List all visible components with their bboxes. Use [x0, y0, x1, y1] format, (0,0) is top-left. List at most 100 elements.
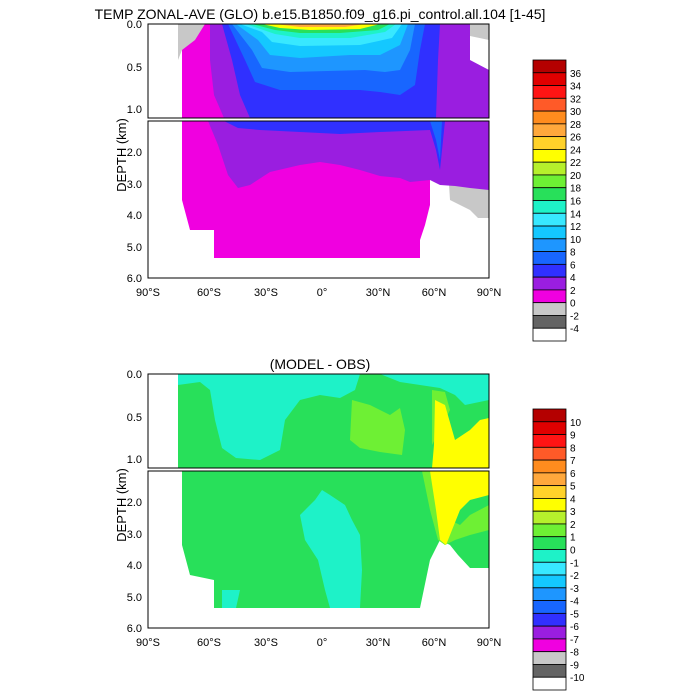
top-y-axis-label: DEPTH (km) [114, 118, 129, 192]
colorbar-tick-label: 0 [570, 299, 576, 310]
bottom-lower-fill-yellow [430, 471, 489, 545]
colorbar-swatch [532, 600, 567, 614]
colorbar-swatch [532, 200, 567, 214]
colorbar-tick-label: -10 [570, 673, 585, 684]
top-lower-fill-blue2 [430, 121, 442, 160]
top-x-tick-label: 30°N [366, 287, 391, 299]
colorbar-swatch [532, 263, 567, 278]
bottom-chart-title: (MODEL - OBS) [270, 356, 371, 372]
bottom-y-tick-label: 1.0 [127, 454, 142, 466]
colorbar-tick-label: 1 [570, 533, 576, 544]
top-lower-fill-blue [224, 121, 445, 170]
bottom-lower-section [148, 471, 489, 628]
top-upper-section [148, 24, 489, 118]
colorbar-swatch [532, 523, 567, 538]
bottom-upper-fill-teal-n [380, 374, 489, 405]
bottom-upper-fill-lime [350, 400, 405, 455]
bottom-y-tick-label: 3.0 [127, 529, 142, 541]
colorbar-swatch [532, 421, 567, 435]
colorbar-tick-label: 12 [570, 222, 582, 233]
bottom-x-tick-label: 90°S [136, 637, 160, 649]
top-x-tick-label: 90°N [477, 287, 502, 299]
colorbar-swatch [532, 574, 567, 589]
colorbar-swatch [532, 238, 567, 252]
bottom-lower-fill-teal-center [300, 490, 362, 608]
colorbar-swatch [532, 664, 567, 678]
colorbar-tick-label: -9 [570, 660, 579, 671]
colorbar-tick-label: -4 [570, 597, 579, 608]
top-x-tick-label: 0° [317, 287, 328, 299]
colorbar-swatch [532, 485, 567, 499]
bottom-x-tick-label: 60°S [197, 637, 221, 649]
colorbar-swatch [532, 472, 567, 487]
colorbar-swatch [532, 676, 567, 691]
colorbar-swatch [532, 136, 567, 150]
colorbar-tick-label: 20 [570, 171, 582, 182]
colorbar-tick-label: 14 [570, 209, 582, 220]
colorbar-tick-label: 30 [570, 107, 582, 118]
top-x-tick-label: 60°S [197, 287, 221, 299]
top-y-tick-label: 2.0 [127, 147, 142, 159]
top-y-tick-label: 0.5 [127, 62, 142, 74]
top-y-tick-label: 6.0 [127, 273, 142, 285]
bottom-y-tick-label: 0.5 [127, 412, 142, 424]
bottom-x-tick-label: 90°N [477, 637, 502, 649]
colorbar-tick-label: 5 [570, 482, 576, 493]
colorbar-tick-label: 4 [570, 494, 576, 505]
colorbar-swatch [532, 110, 567, 125]
top-x-tick-label: 30°S [254, 287, 278, 299]
colorbar-swatch [532, 459, 567, 474]
colorbar-swatch [532, 212, 567, 227]
top-chart: TEMP ZONAL-AVE (GLO) b.e15.B1850.f09_g16… [95, 6, 582, 342]
colorbar-swatch [532, 161, 567, 176]
colorbar-swatch [532, 446, 567, 461]
top-x-ticks: 90°S 60°S 30°S 0° 30°N 60°N 90°N [136, 287, 501, 299]
bottom-lower-frame [147, 470, 490, 629]
colorbar-tick-label: 28 [570, 120, 582, 131]
colorbar-tick-label: 10 [570, 235, 582, 246]
colorbar-tick-label: 0 [570, 546, 576, 557]
colorbar-tick-label: -7 [570, 635, 579, 646]
colorbar-tick-label: 3 [570, 507, 576, 518]
bottom-y-tick-label: 4.0 [127, 560, 142, 572]
colorbar-tick-label: 8 [570, 248, 576, 259]
bottom-upper-section [148, 374, 489, 468]
colorbar-swatch [532, 498, 567, 512]
top-upper-fill-gray [178, 24, 205, 60]
bottom-y-tick-label: 0.0 [127, 369, 142, 381]
colorbar-tick-label: -5 [570, 609, 579, 620]
top-y-tick-label: 0.0 [127, 19, 142, 31]
colorbar-swatch [532, 612, 567, 627]
colorbar-swatch [532, 123, 567, 138]
colorbar-tick-label: 16 [570, 197, 582, 208]
colorbar-swatch [532, 434, 567, 448]
top-lower-fill-purple [208, 121, 489, 190]
colorbar-swatch [532, 587, 567, 601]
top-axes [147, 23, 490, 279]
colorbar-tick-label: 6 [570, 469, 576, 480]
bottom-axes [147, 373, 490, 629]
colorbar-tick-label: 8 [570, 443, 576, 454]
colorbar-swatch [532, 85, 567, 99]
colorbar-swatch [532, 561, 567, 576]
bottom-chart: (MODEL - OBS) 0.0 0.5 1.0 2.0 [114, 356, 585, 691]
colorbar-swatch [532, 289, 567, 304]
colorbar-swatch [532, 536, 567, 550]
bottom-x-ticks: 90°S 60°S 30°S 0° 30°N 60°N 90°N [136, 637, 501, 649]
top-lower-section [148, 121, 489, 278]
bottom-x-tick-label: 30°S [254, 637, 278, 649]
bottom-y-tick-label: 5.0 [127, 592, 142, 604]
colorbar-tick-label: 7 [570, 456, 576, 467]
colorbar-tick-label: -3 [570, 584, 579, 595]
colorbar-tick-label: -6 [570, 622, 579, 633]
colorbar-tick-label: -2 [570, 311, 579, 322]
colorbar-swatch [532, 174, 567, 189]
colorbar-tick-label: 9 [570, 431, 576, 442]
bottom-y-tick-label: 6.0 [127, 623, 142, 635]
top-lower-frame [147, 120, 490, 279]
colorbar-swatch [532, 225, 567, 240]
colorbar-tick-label: 22 [570, 158, 582, 169]
colorbar-swatch [532, 97, 567, 112]
bottom-x-tick-label: 60°N [422, 637, 447, 649]
colorbar-swatch [532, 59, 567, 74]
